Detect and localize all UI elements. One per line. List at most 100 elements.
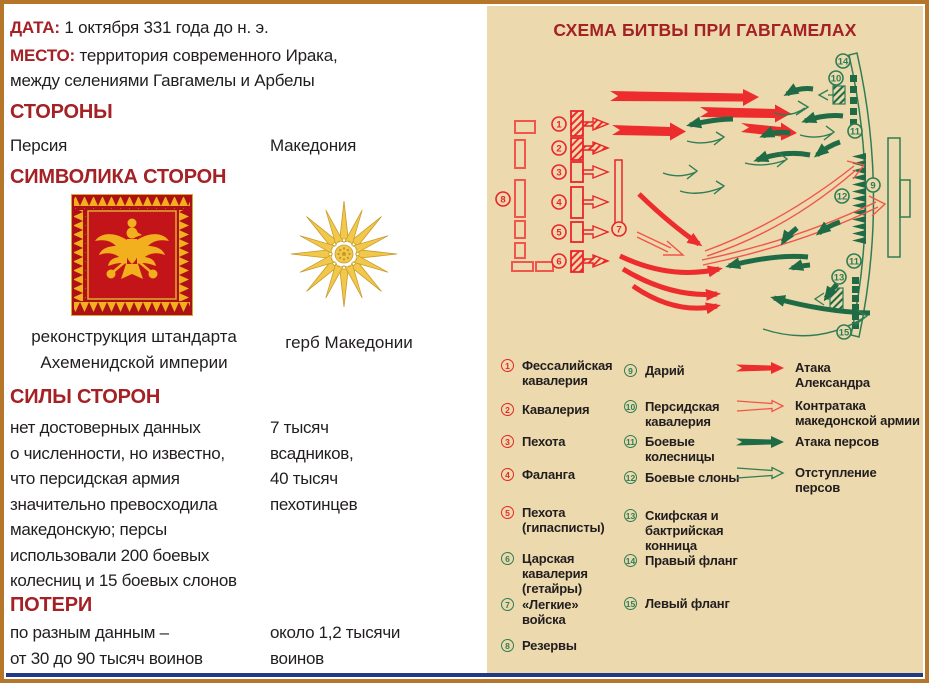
infographic: ДАТА: 1 октября 331 года до н. э. МЕСТО:… [6, 6, 923, 677]
retreat-persians-arrow-icon [736, 466, 785, 480]
svg-text:1: 1 [556, 120, 562, 131]
macedonian-reserves [511, 120, 554, 272]
alexander-attack-arrows [610, 89, 797, 315]
macedonian-counterattack-arrows [636, 160, 887, 266]
legend-item-label: Фессалийская кавалерия [522, 358, 613, 388]
svg-text:5: 5 [556, 228, 562, 239]
legend-item: Контратака македонской армии [735, 398, 920, 428]
macedonian-unit-arrows [582, 116, 610, 269]
legend-marker: 10 [624, 400, 637, 413]
legend-item-label: Боевые слоны [645, 470, 740, 485]
legend-item: 2 Кавалерия [501, 402, 590, 417]
date-label: ДАТА: [10, 18, 60, 37]
legend-item-label: «Легкие» войска [522, 597, 579, 627]
svg-text:11: 11 [849, 257, 860, 268]
legend-item: 8 Резервы [501, 638, 577, 653]
persian-retreat-arrows [662, 100, 869, 337]
legend-marker: 6 [501, 552, 514, 565]
vergina-sun-icon [290, 200, 398, 308]
attack-persians-arrow-icon [736, 436, 784, 448]
legend-item-label: Атака персов [795, 434, 879, 449]
losses-heading: ПОТЕРИ [10, 594, 93, 616]
legend-marker: 9 [624, 364, 637, 377]
svg-text:13: 13 [834, 273, 845, 284]
legend-marker: 8 [501, 639, 514, 652]
macedonian-units [570, 110, 584, 273]
legend-item-label: Фаланга [522, 467, 575, 482]
battle-diagram: 1 2 3 4 5 6 7 8 9 10 11 11 12 13 14 15 [495, 52, 911, 340]
svg-text:11: 11 [850, 127, 861, 138]
legend-item-label: Царская кавалерия (гетайры) [522, 551, 588, 596]
legend-item: 11 Боевые колесницы [624, 434, 715, 464]
svg-text:4: 4 [556, 198, 562, 209]
legend-item: 6 Царская кавалерия (гетайры) [501, 551, 588, 596]
legend-item: 4 Фаланга [501, 467, 575, 482]
attack-alexander-arrow-icon [736, 362, 784, 374]
bottom-accent-bar [6, 673, 923, 677]
legend-item: Отступление персов [735, 465, 877, 495]
svg-text:2: 2 [556, 144, 561, 155]
svg-text:6: 6 [556, 257, 561, 268]
legend-item-label: Атака Александра [795, 360, 870, 390]
legend-marker: 13 [624, 509, 637, 522]
legend-item: Атака персов [735, 434, 879, 449]
place-value: территория современного Ирака, между сел… [10, 46, 338, 90]
scheme-panel: СХЕМА БИТВЫ ПРИ ГАВГАМЕЛАХ [487, 6, 923, 677]
symbols-heading: СИМВОЛИКА СТОРОН [10, 166, 227, 188]
legend-item-label: Скифская и бактрийская конница [645, 508, 724, 553]
legend-item: 14 Правый фланг [624, 553, 738, 568]
svg-text:12: 12 [837, 192, 848, 203]
legend-marker: 7 [501, 598, 514, 611]
sides-heading: СТОРОНЫ [10, 101, 113, 123]
legend-item-label: Резервы [522, 638, 577, 653]
losses-persia-text: по разным данным – от 30 до 90 тысяч вои… [10, 623, 203, 668]
diagram-markers: 1 2 3 4 5 6 7 8 9 10 11 11 12 13 14 15 [495, 53, 881, 340]
legend-marker: 5 [501, 506, 514, 519]
achaemenid-eagle-icon [95, 218, 169, 279]
legend-item: 10 Персидская кавалерия [624, 399, 720, 429]
date-value: 1 октября 331 года до н. э. [64, 18, 269, 37]
legend-item: 5 Пехота (гипасписты) [501, 505, 605, 535]
legend-item: 1 Фессалийская кавалерия [501, 358, 613, 388]
legend-marker: 1 [501, 359, 514, 372]
persian-standard-flag [71, 194, 193, 316]
svg-text:9: 9 [870, 181, 875, 192]
persian-line [848, 52, 911, 338]
scheme-title: СХЕМА БИТВЫ ПРИ ГАВГАМЕЛАХ [553, 20, 857, 40]
legend-item-label: Отступление персов [795, 465, 877, 495]
side-persia: Персия [10, 136, 68, 155]
macedonia-caption: герб Македонии [285, 333, 413, 352]
info-panel: ДАТА: 1 октября 331 года до н. э. МЕСТО:… [6, 6, 487, 677]
legend-marker: 11 [624, 435, 637, 448]
side-macedonia: Македония [270, 136, 357, 155]
legend-marker: 15 [624, 597, 637, 610]
legend-item: 15 Левый фланг [624, 596, 730, 611]
legend-marker: 2 [501, 403, 514, 416]
date-row: ДАТА: 1 октября 331 года до н. э. [10, 15, 269, 40]
legend-item: 9 Дарий [624, 363, 685, 378]
legend-item: 7 «Легкие» войска [501, 597, 579, 627]
persian-standard-caption: реконструкция штандарта Ахеменидской имп… [31, 327, 237, 372]
legend-item: Атака Александра [735, 360, 870, 390]
legend-marker: 12 [624, 471, 637, 484]
svg-text:3: 3 [556, 168, 561, 179]
svg-text:7: 7 [616, 225, 621, 236]
svg-text:14: 14 [838, 57, 849, 68]
legend-item: 12 Боевые слоны [624, 470, 739, 485]
legend-item-label: Персидская кавалерия [645, 399, 720, 429]
place-label: МЕСТО: [10, 46, 75, 65]
legend-item-label: Дарий [645, 363, 685, 378]
legend-item: 3 Пехота [501, 434, 566, 449]
legend-marker: 14 [624, 554, 637, 567]
losses-macedonia-text: около 1,2 тысячи воинов [270, 623, 401, 668]
legend-item-label: Кавалерия [522, 402, 590, 417]
persian-units [850, 75, 866, 329]
legend-item-label: Левый фланг [645, 596, 730, 611]
legend-item: 13 Скифская и бактрийская конница [624, 508, 724, 553]
legend-item-label: Правый фланг [645, 553, 738, 568]
legend-marker: 4 [501, 468, 514, 481]
legend-item-label: Боевые колесницы [645, 434, 715, 464]
counterattack-arrow-icon [736, 399, 785, 413]
legend-marker: 3 [501, 435, 514, 448]
